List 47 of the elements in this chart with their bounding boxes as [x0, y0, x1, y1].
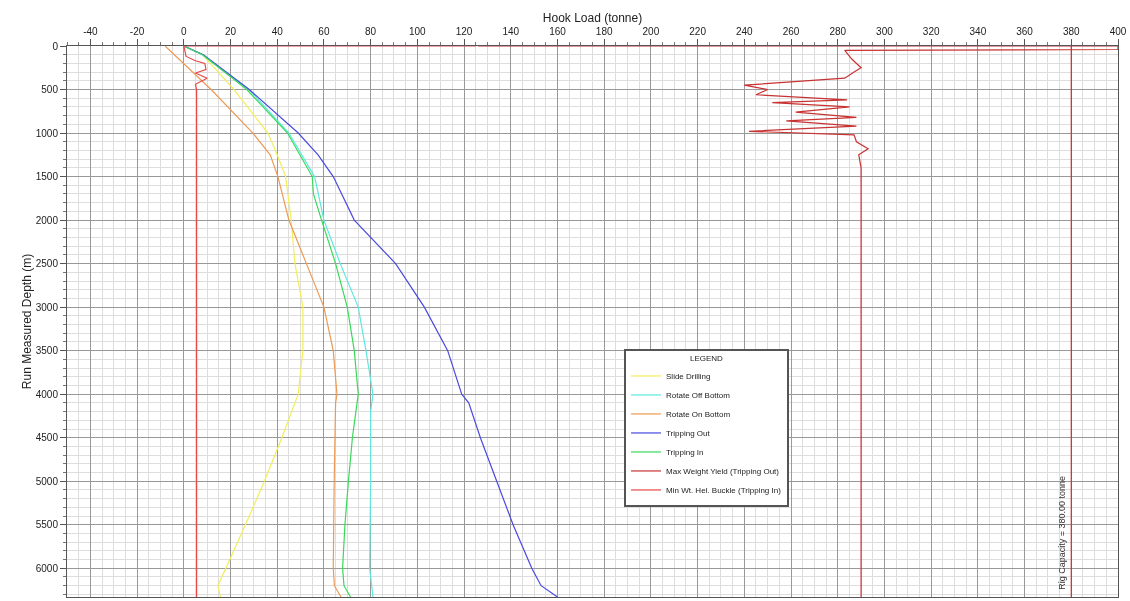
x-tick-label: 60 [318, 26, 330, 37]
x-tick-label: 240 [735, 26, 754, 37]
x-tick-label: 180 [595, 26, 613, 37]
y-tick-label: 3500 [35, 345, 59, 357]
x-tick-label: 160 [549, 26, 567, 37]
y-tick-label: 1000 [35, 127, 59, 139]
x-tick-label: 360 [1016, 26, 1034, 37]
y-axis-title: Run Measured Depth (m) [19, 253, 34, 390]
y-tick-label: 2000 [35, 214, 59, 226]
ref-line-label: Rig Capacity = 380.00 tonne [1056, 475, 1067, 590]
x-tick-label: 380 [1062, 26, 1081, 37]
x-tick-label: 0 [181, 26, 187, 37]
x-tick-label: -40 [83, 26, 99, 37]
x-tick-label: 340 [969, 26, 987, 37]
x-tick-label: 280 [829, 26, 847, 37]
y-tick-label: 500 [41, 84, 59, 96]
x-tick-label: 40 [271, 26, 284, 37]
y-tick-label: 1500 [35, 171, 59, 183]
legend-label: Rotate On Bottom [666, 410, 731, 420]
x-tick-label: 300 [876, 26, 894, 37]
x-tick-label: 20 [224, 26, 237, 37]
legend-label: Rotate Off Bottom [666, 391, 731, 401]
x-tick-label: 80 [365, 26, 377, 37]
x-tick-label: 140 [502, 26, 520, 37]
legend-label: Tripping Out [666, 429, 711, 439]
x-axis-title: Hook Load (tonne) [542, 11, 643, 26]
y-tick-label: 5500 [35, 519, 59, 531]
x-tick-label: 260 [782, 26, 800, 37]
y-tick-label: 4500 [35, 432, 59, 444]
legend-label: Max Weight Yield (Tripping Out) [666, 467, 780, 477]
y-tick-label: 4000 [35, 388, 59, 400]
x-tick-label: 100 [408, 26, 427, 37]
y-tick-label: 5000 [35, 475, 59, 487]
y-tick-label: 2500 [35, 258, 59, 270]
legend-label: Slide Drilling [666, 372, 711, 382]
y-tick-label: 6000 [35, 562, 59, 574]
x-tick-label: 200 [642, 26, 660, 37]
legend-label: Min Wt. Hel. Buckle (Tripping In) [666, 486, 782, 496]
x-tick-label: 220 [689, 26, 707, 37]
x-tick-label: 400 [1109, 26, 1127, 37]
y-tick-label: 0 [52, 40, 59, 52]
legend-title: LEGEND [689, 354, 724, 364]
x-tick-label: -20 [129, 26, 145, 37]
x-tick-label: 120 [455, 26, 473, 37]
x-tick-label: 320 [922, 26, 940, 37]
legend-label: Tripping In [666, 448, 704, 458]
y-tick-label: 3000 [35, 301, 59, 313]
